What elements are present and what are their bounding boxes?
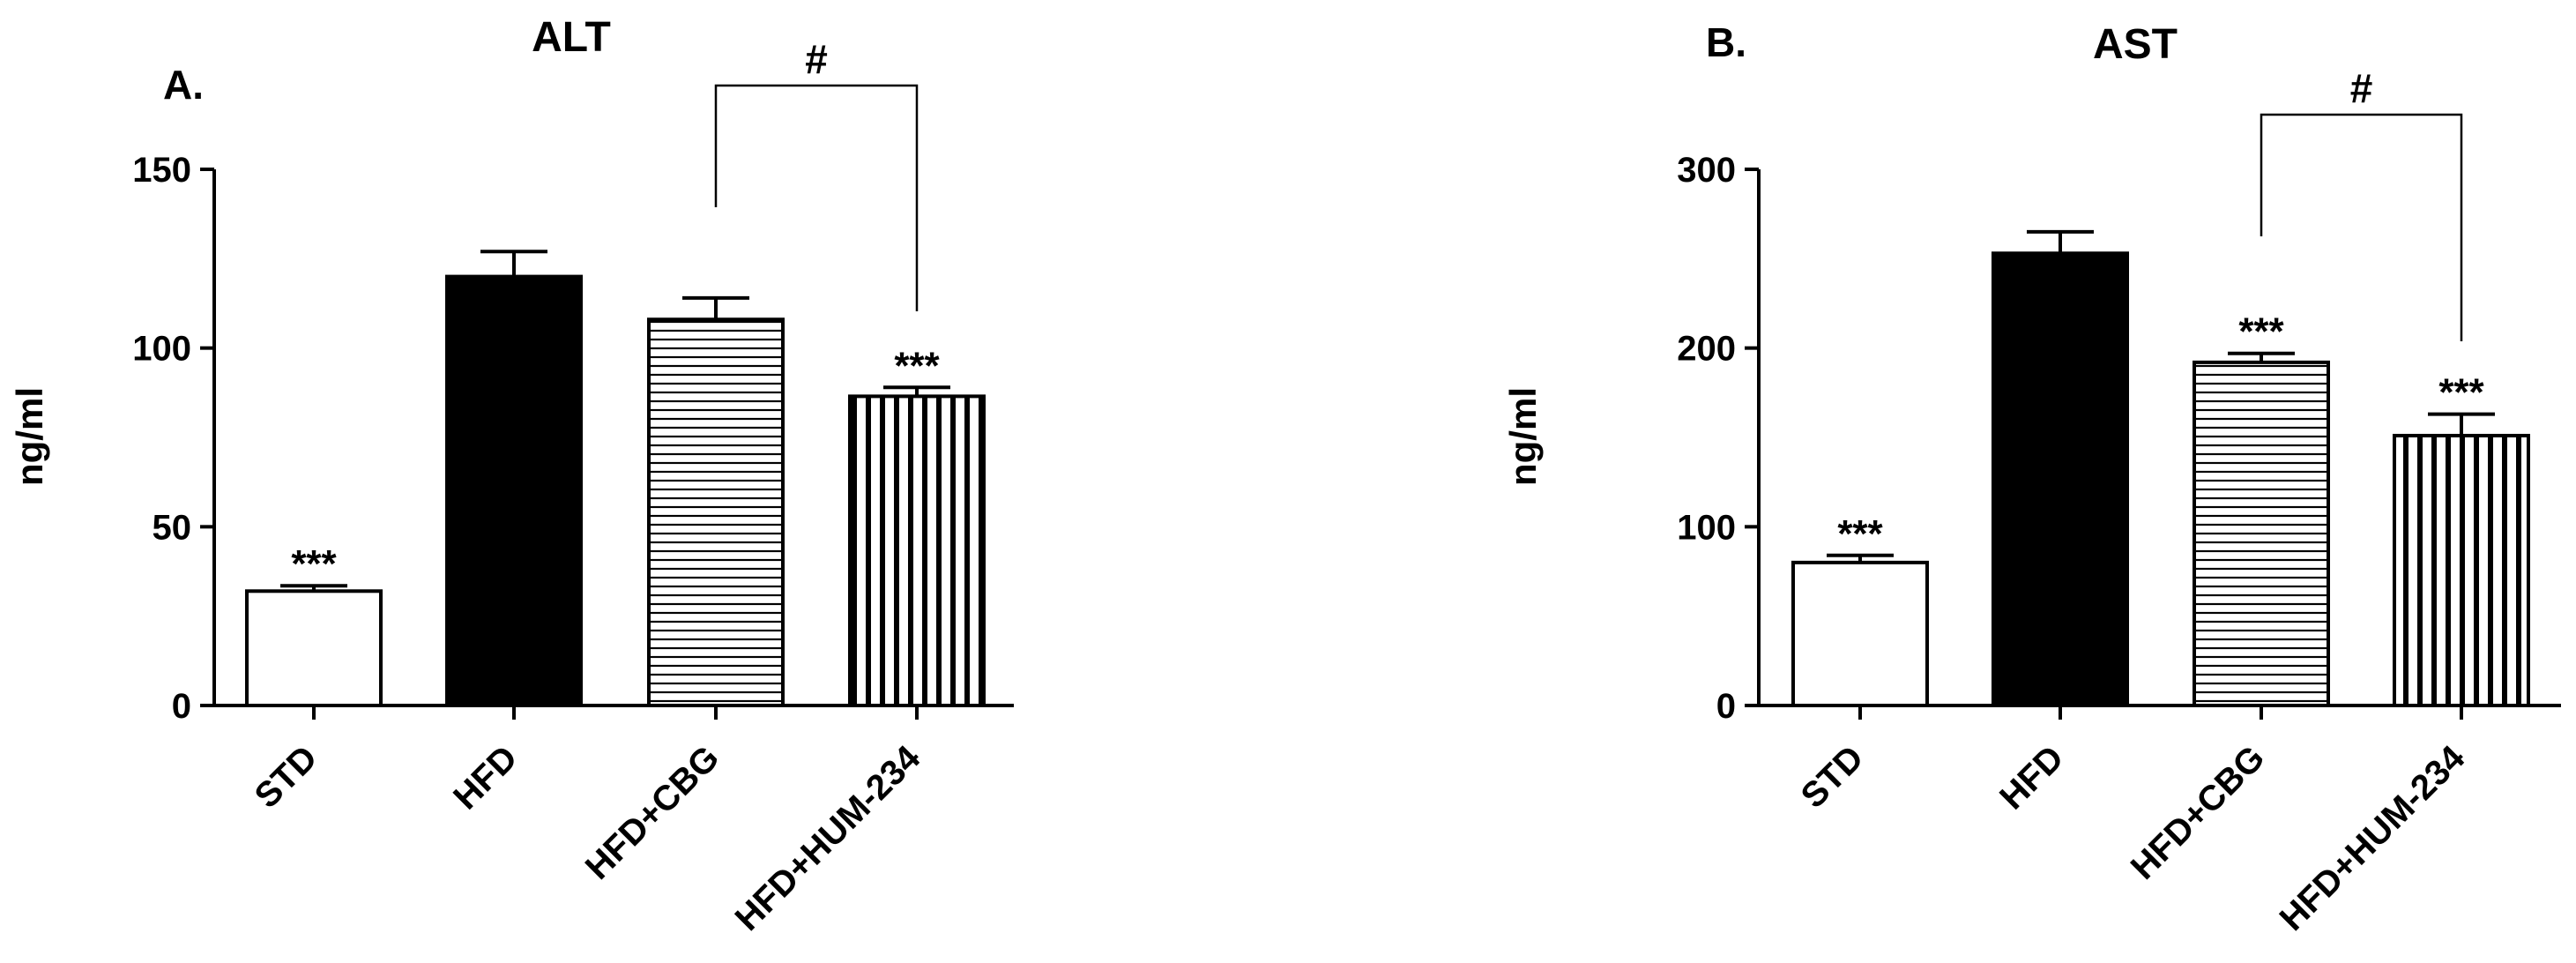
bar-hfd (1993, 253, 2127, 705)
bar-hfd-hum-234 (2394, 436, 2528, 705)
panel-label: B. (1706, 19, 1746, 65)
x-tick-label: HFD (446, 738, 525, 817)
comparison-label: # (805, 36, 828, 82)
x-tick-label: HFD+CBG (2124, 738, 2273, 887)
y-tick-label: 0 (1716, 687, 1736, 726)
bar-hfd-hum-234 (850, 396, 984, 705)
bar-std (1793, 563, 1927, 705)
x-tick-label: STD (1794, 738, 1872, 816)
bar-hfd (447, 277, 581, 705)
significance-annotation: *** (2438, 371, 2484, 414)
bar-std (247, 591, 381, 705)
bar-hfd-cbg (2194, 362, 2328, 705)
chart-title: ALT (532, 14, 611, 61)
y-tick-label: 100 (1677, 508, 1736, 547)
x-tick-label: HFD+CBG (578, 738, 727, 887)
y-axis-label: ng/ml (1502, 387, 1544, 486)
y-tick-label: 50 (153, 508, 192, 547)
significance-annotation: *** (1837, 512, 1883, 556)
x-tick-label: HFD+HUM-234 (2273, 738, 2473, 938)
panel-label: A. (163, 62, 204, 108)
y-axis-label: ng/ml (9, 387, 50, 486)
chart-panel-alt: A. ALT ng/ml 0 50 100 150 STD *** HFD HFD+CBG HFD+H… (9, 14, 1014, 938)
x-tick-label: HFD (1992, 738, 2071, 817)
y-tick-label: 200 (1677, 330, 1736, 369)
significance-annotation: *** (894, 344, 940, 387)
significance-annotation: *** (2238, 310, 2284, 354)
y-tick-label: 0 (172, 687, 191, 726)
chart-panel-ast: B. AST ng/ml 0 100 200 300 STD *** HFD HFD+CBG *** H… (1502, 19, 2561, 938)
chart-title: AST (2093, 21, 2178, 68)
y-tick-label: 150 (132, 151, 191, 190)
bar-hfd-cbg (649, 319, 783, 705)
comparison-bracket (2261, 115, 2461, 341)
y-tick-label: 300 (1677, 151, 1736, 190)
y-tick-label: 100 (132, 330, 191, 369)
comparison-label: # (2350, 65, 2373, 111)
significance-annotation: *** (291, 542, 337, 586)
comparison-bracket (716, 86, 917, 311)
x-tick-label: STD (248, 738, 325, 816)
x-tick-label: HFD+HUM-234 (728, 738, 928, 938)
